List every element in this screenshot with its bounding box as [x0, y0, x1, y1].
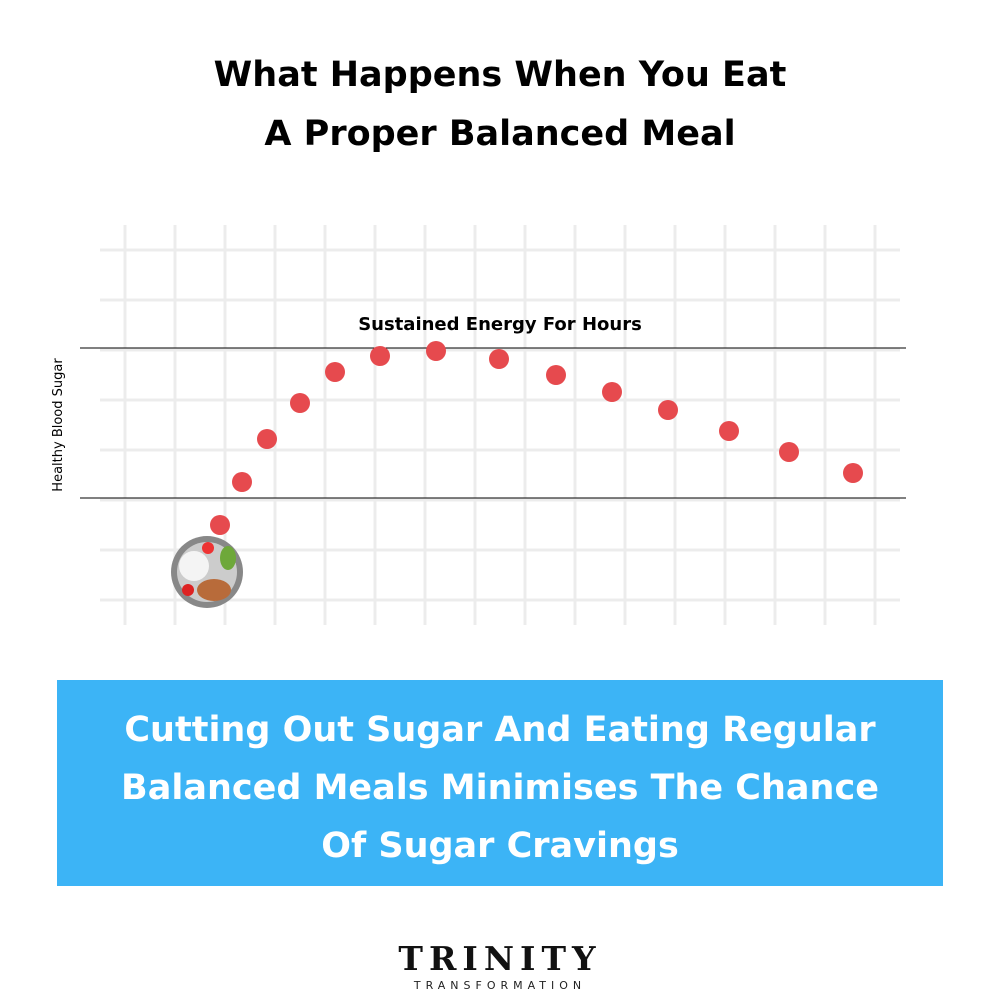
point [290, 393, 310, 413]
point [489, 349, 509, 369]
chicken [197, 579, 231, 601]
point [232, 472, 252, 492]
annotation: Sustained Energy For Hours [358, 314, 642, 335]
title-line: A Proper Balanced Meal [264, 114, 735, 154]
meal-icon [171, 536, 243, 608]
point [257, 429, 277, 449]
tomato [202, 542, 214, 554]
point [370, 346, 390, 366]
point [658, 400, 678, 420]
point [426, 341, 446, 361]
logo-tagline: TRANSFORMATION [413, 979, 586, 992]
caption-box [57, 680, 943, 886]
y-axis-label: Healthy Blood Sugar [51, 358, 66, 492]
rice [179, 551, 209, 581]
greens [220, 546, 236, 570]
reference-lines [80, 347, 906, 499]
points [210, 341, 863, 535]
point [546, 365, 566, 385]
strawberry [182, 584, 194, 596]
point [843, 463, 863, 483]
point [602, 382, 622, 402]
title-line: What Happens When You Eat [214, 55, 787, 95]
logo-name: TRINITY [398, 939, 601, 978]
caption-line: Of Sugar Cravings [321, 826, 679, 866]
point [210, 515, 230, 535]
caption-line: Balanced Meals Minimises The Chance [121, 768, 879, 808]
point [719, 421, 739, 441]
point [325, 362, 345, 382]
caption-line: Cutting Out Sugar And Eating Regular [124, 710, 876, 750]
point [779, 442, 799, 462]
